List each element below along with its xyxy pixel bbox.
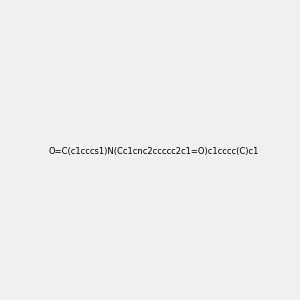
Text: O=C(c1cccs1)N(Cc1cnc2ccccc2c1=O)c1cccc(C)c1: O=C(c1cccs1)N(Cc1cnc2ccccc2c1=O)c1cccc(C… xyxy=(49,147,259,156)
